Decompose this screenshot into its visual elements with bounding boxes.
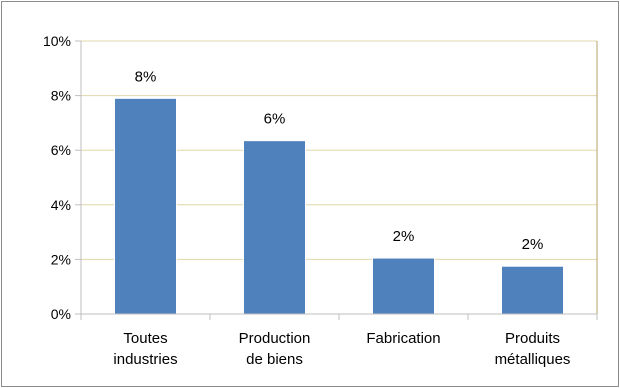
bars	[114, 97, 564, 315]
y-tick-label: 8%	[51, 88, 71, 104]
x-category-label: Toutes industries	[113, 330, 177, 368]
data-label: 2%	[522, 236, 544, 253]
data-label: 8%	[135, 68, 157, 85]
data-label: 2%	[393, 228, 415, 245]
bar-0	[114, 97, 177, 315]
y-tick-label: 2%	[51, 251, 71, 267]
x-category-labels: Toutes industries Production de biens Fabric…	[113, 330, 570, 368]
y-tick-label: 4%	[51, 197, 71, 213]
data-labels: 8% 6% 2% 2%	[135, 68, 544, 253]
y-tick-label: 6%	[51, 142, 71, 158]
y-tick-label: 10%	[43, 33, 71, 49]
bar-3	[501, 265, 564, 315]
bar-1	[243, 140, 306, 315]
x-category-label: Fabrication	[366, 330, 440, 347]
x-category-label: Production de biens	[239, 330, 311, 368]
y-tick-labels: 0% 2% 4% 6% 8% 10%	[43, 33, 71, 322]
data-label: 6%	[264, 111, 286, 128]
axes	[75, 40, 598, 320]
y-tick-label: 0%	[51, 306, 71, 322]
bar-2	[372, 257, 435, 315]
x-category-label: Produits métalliques	[495, 330, 571, 368]
